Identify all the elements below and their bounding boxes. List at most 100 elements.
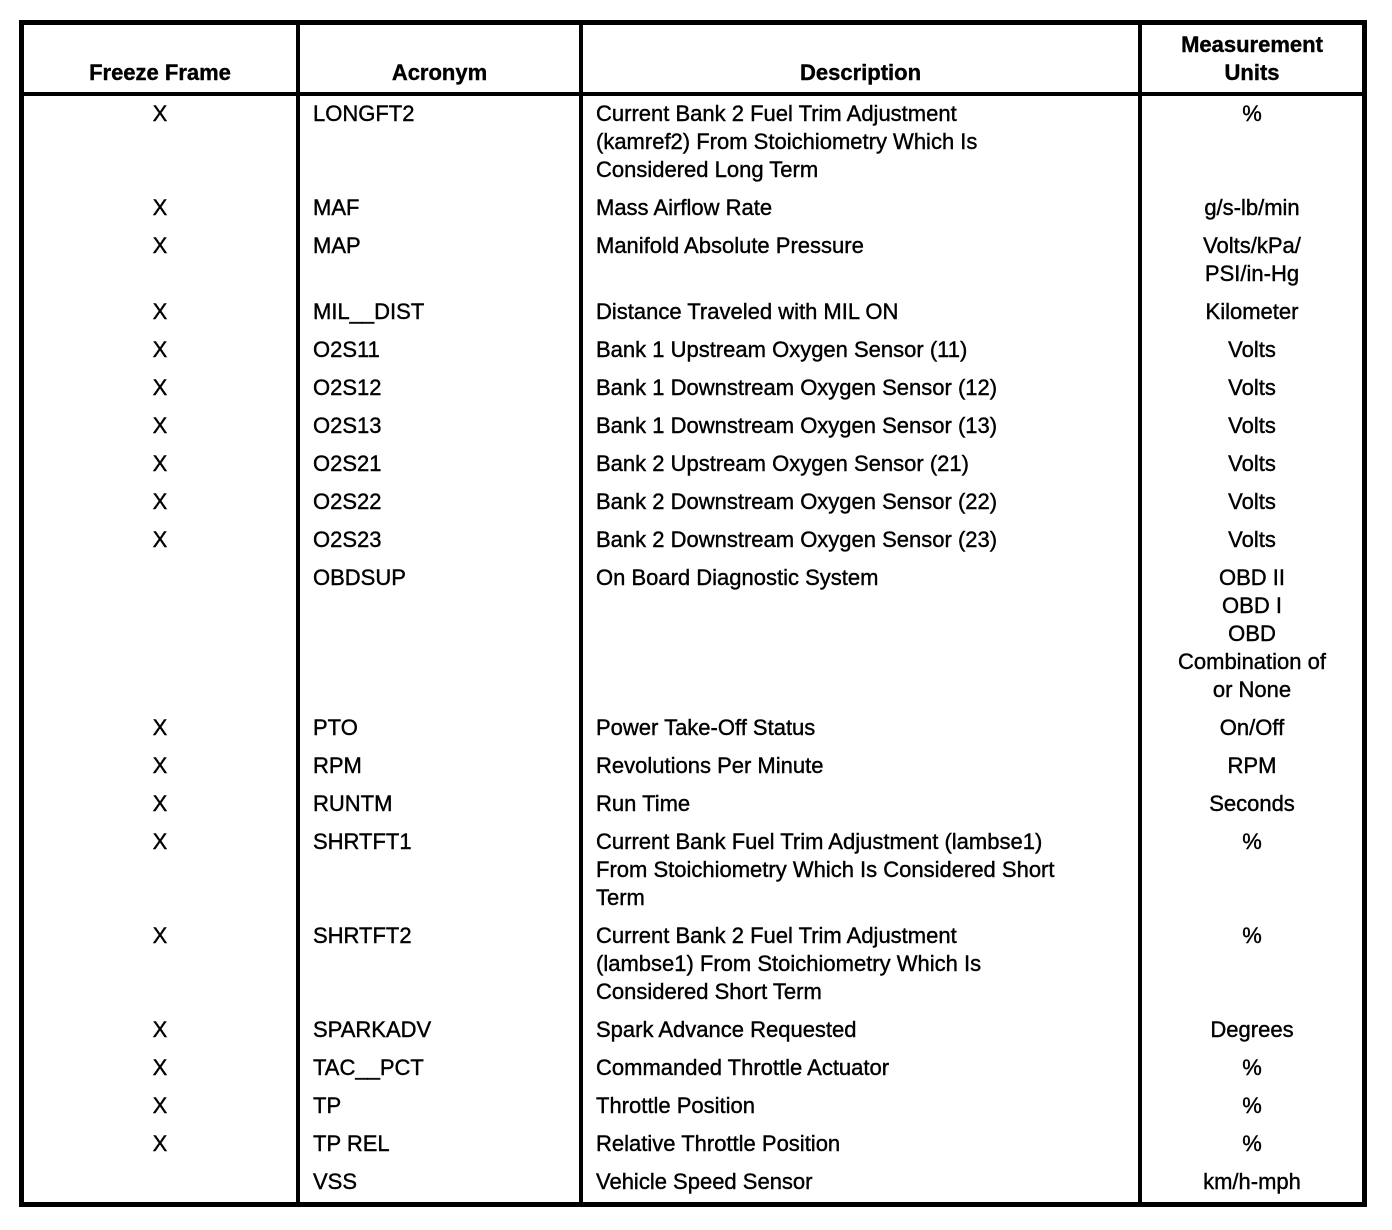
description-cell-line: (lambse1) From Stoichiometry Which Is <box>596 951 982 976</box>
units-cell-line: Volts/kPa/ <box>1203 233 1301 258</box>
freeze-frame-cell-line: X <box>152 101 168 126</box>
table-row: OBDSUP On Board Diagnostic System OBD II OB… <box>24 560 1362 710</box>
description-cell-line: Considered Long Term <box>596 157 819 182</box>
acronym-cell: PTO <box>296 710 579 748</box>
units-cell-line: % <box>1242 1131 1262 1156</box>
units-cell: Seconds <box>1138 786 1362 824</box>
freeze-frame-pid-table: Freeze Frame Acronym Description Measure… <box>19 20 1367 1207</box>
units-cell-line: % <box>1242 923 1262 948</box>
table-row: X SHRTFT1 Current Bank Fuel Trim Adjustmen… <box>24 824 1362 918</box>
description-cell: On Board Diagnostic System <box>579 560 1138 710</box>
header-freeze-frame: Freeze Frame <box>24 25 296 92</box>
table-row: X RUNTM Run Time Seconds <box>24 786 1362 824</box>
description-cell: Bank 2 Downstream Oxygen Sensor (22) <box>579 484 1138 522</box>
table-row: X PTO Power Take-Off Status On/Off <box>24 710 1362 748</box>
acronym-cell-line: MIL__DIST <box>313 299 425 324</box>
table-row: X MAP Manifold Absolute Pressure Volts/kPa/… <box>24 228 1362 294</box>
description-cell: Bank 2 Downstream Oxygen Sensor (23) <box>579 522 1138 560</box>
units-cell: % <box>1138 1088 1362 1126</box>
freeze-frame-cell-line: X <box>152 923 168 948</box>
freeze-frame-cell-line: X <box>152 375 168 400</box>
acronym-cell-line: TAC__PCT <box>313 1055 424 1080</box>
description-cell: Current Bank 2 Fuel Trim Adjustment (kamr… <box>579 96 1138 190</box>
acronym-cell: O2S12 <box>296 370 579 408</box>
acronym-cell-line: O2S11 <box>313 337 380 362</box>
units-cell-line: Combination of <box>1178 649 1326 674</box>
table-row: X MAF Mass Airflow Rate g/s-lb/min <box>24 190 1362 228</box>
freeze-frame-cell-line: X <box>152 527 168 552</box>
acronym-cell-line: LONGFT2 <box>313 101 415 126</box>
acronym-cell-line: SHRTFT2 <box>313 923 412 948</box>
freeze-frame-cell-line: X <box>152 195 168 220</box>
freeze-frame-cell: X <box>24 1088 296 1126</box>
freeze-frame-cell: X <box>24 786 296 824</box>
description-cell: Distance Traveled with MIL ON <box>579 294 1138 332</box>
description-cell-line: Considered Short Term <box>596 979 822 1004</box>
description-cell: Mass Airflow Rate <box>579 190 1138 228</box>
units-cell-line: % <box>1242 101 1262 126</box>
units-cell-line: Degrees <box>1210 1017 1294 1042</box>
acronym-cell-line: MAF <box>313 195 360 220</box>
units-cell-line: Volts <box>1228 375 1276 400</box>
table-row: X O2S22 Bank 2 Downstream Oxygen Sensor (2… <box>24 484 1362 522</box>
header-measurement-units-line2: Units <box>1224 60 1280 85</box>
description-cell-line: Bank 1 Downstream Oxygen Sensor (13) <box>596 413 998 438</box>
table-row: X RPM Revolutions Per Minute RPM <box>24 748 1362 786</box>
units-cell-line: Seconds <box>1209 791 1295 816</box>
freeze-frame-cell: X <box>24 484 296 522</box>
description-cell: Bank 1 Downstream Oxygen Sensor (12) <box>579 370 1138 408</box>
acronym-cell: OBDSUP <box>296 560 579 710</box>
acronym-cell: RPM <box>296 748 579 786</box>
description-cell: Manifold Absolute Pressure <box>579 228 1138 294</box>
acronym-cell-line: MAP <box>313 233 361 258</box>
header-measurement-units-line1: Measurement <box>1181 32 1323 57</box>
units-cell-line: Kilometer <box>1205 299 1299 324</box>
acronym-cell-line: O2S13 <box>313 413 382 438</box>
description-cell-line: Distance Traveled with MIL ON <box>596 299 899 324</box>
freeze-frame-cell: X <box>24 96 296 190</box>
table-header-row: Freeze Frame Acronym Description Measure… <box>24 25 1362 96</box>
freeze-frame-cell-line: X <box>152 1131 168 1156</box>
acronym-cell-line: VSS <box>313 1169 358 1194</box>
freeze-frame-cell <box>24 560 296 710</box>
header-description-label: Description <box>799 60 922 85</box>
acronym-cell: MIL__DIST <box>296 294 579 332</box>
description-cell-line: From Stoichiometry Which Is Considered S… <box>596 857 1055 882</box>
units-cell-line: g/s-lb/min <box>1204 195 1300 220</box>
description-cell-line: Manifold Absolute Pressure <box>596 233 864 258</box>
freeze-frame-cell <box>24 1164 296 1202</box>
header-acronym: Acronym <box>296 25 579 92</box>
freeze-frame-cell: X <box>24 1012 296 1050</box>
description-cell-line: Term <box>596 885 645 910</box>
units-cell: km/h-mph <box>1138 1164 1362 1202</box>
description-cell-line: Bank 1 Downstream Oxygen Sensor (12) <box>596 375 998 400</box>
units-cell: Volts <box>1138 446 1362 484</box>
acronym-cell-line: O2S12 <box>313 375 382 400</box>
acronym-cell: TP REL <box>296 1126 579 1164</box>
description-cell: Spark Advance Requested <box>579 1012 1138 1050</box>
description-cell-line: Bank 2 Upstream Oxygen Sensor (21) <box>596 451 969 476</box>
units-cell-line: or None <box>1212 677 1292 702</box>
acronym-cell-line: OBDSUP <box>313 565 406 590</box>
units-cell: % <box>1138 918 1362 1012</box>
freeze-frame-cell-line: X <box>152 299 168 324</box>
acronym-cell-line: O2S22 <box>313 489 382 514</box>
table-row: X SHRTFT2 Current Bank 2 Fuel Trim Adjustm… <box>24 918 1362 1012</box>
acronym-cell: MAF <box>296 190 579 228</box>
acronym-cell: VSS <box>296 1164 579 1202</box>
description-cell-line: Bank 2 Downstream Oxygen Sensor (22) <box>596 489 998 514</box>
acronym-cell: TP <box>296 1088 579 1126</box>
units-cell-line: Volts <box>1228 451 1276 476</box>
description-cell: Current Bank Fuel Trim Adjustment (lambs… <box>579 824 1138 918</box>
freeze-frame-cell: X <box>24 1050 296 1088</box>
freeze-frame-cell: X <box>24 1126 296 1164</box>
freeze-frame-cell: X <box>24 228 296 294</box>
description-cell: Bank 1 Upstream Oxygen Sensor (11) <box>579 332 1138 370</box>
description-cell: Throttle Position <box>579 1088 1138 1126</box>
table-row: X LONGFT2 Current Bank 2 Fuel Trim Adjustm… <box>24 96 1362 190</box>
units-cell-line: OBD II <box>1218 565 1285 590</box>
acronym-cell: SPARKADV <box>296 1012 579 1050</box>
table-row: X TAC__PCT Commanded Throttle Actuator% <box>24 1050 1362 1088</box>
description-cell: Revolutions Per Minute <box>579 748 1138 786</box>
description-cell: Commanded Throttle Actuator <box>579 1050 1138 1088</box>
